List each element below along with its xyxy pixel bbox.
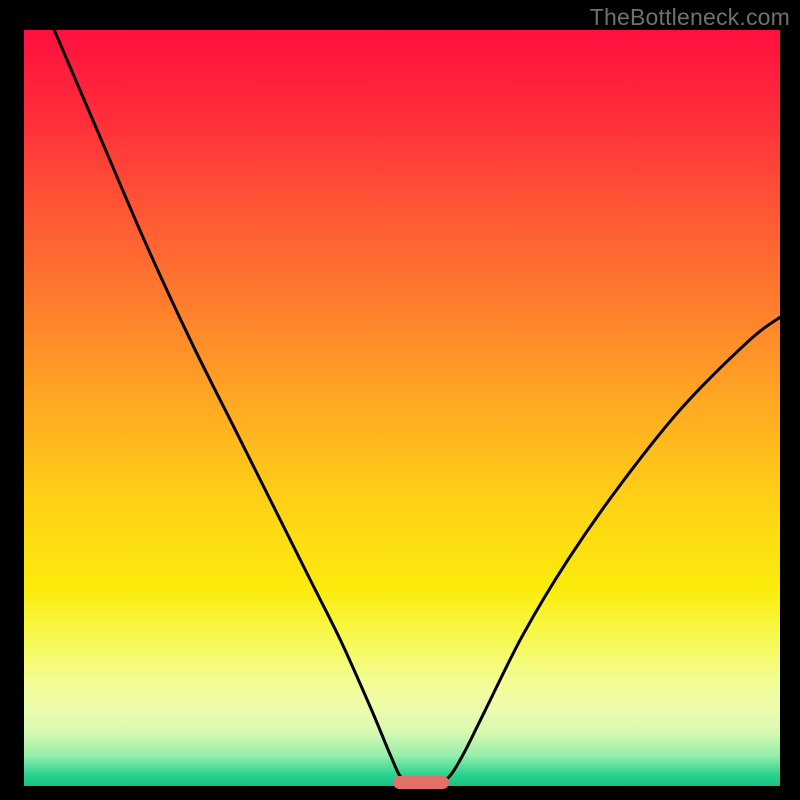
chart-container: TheBottleneck.com: [0, 0, 800, 800]
bottleneck-curve: [24, 30, 780, 786]
watermark-text: TheBottleneck.com: [590, 4, 790, 31]
optimal-zone-marker: [393, 776, 450, 789]
plot-area: [24, 30, 780, 786]
